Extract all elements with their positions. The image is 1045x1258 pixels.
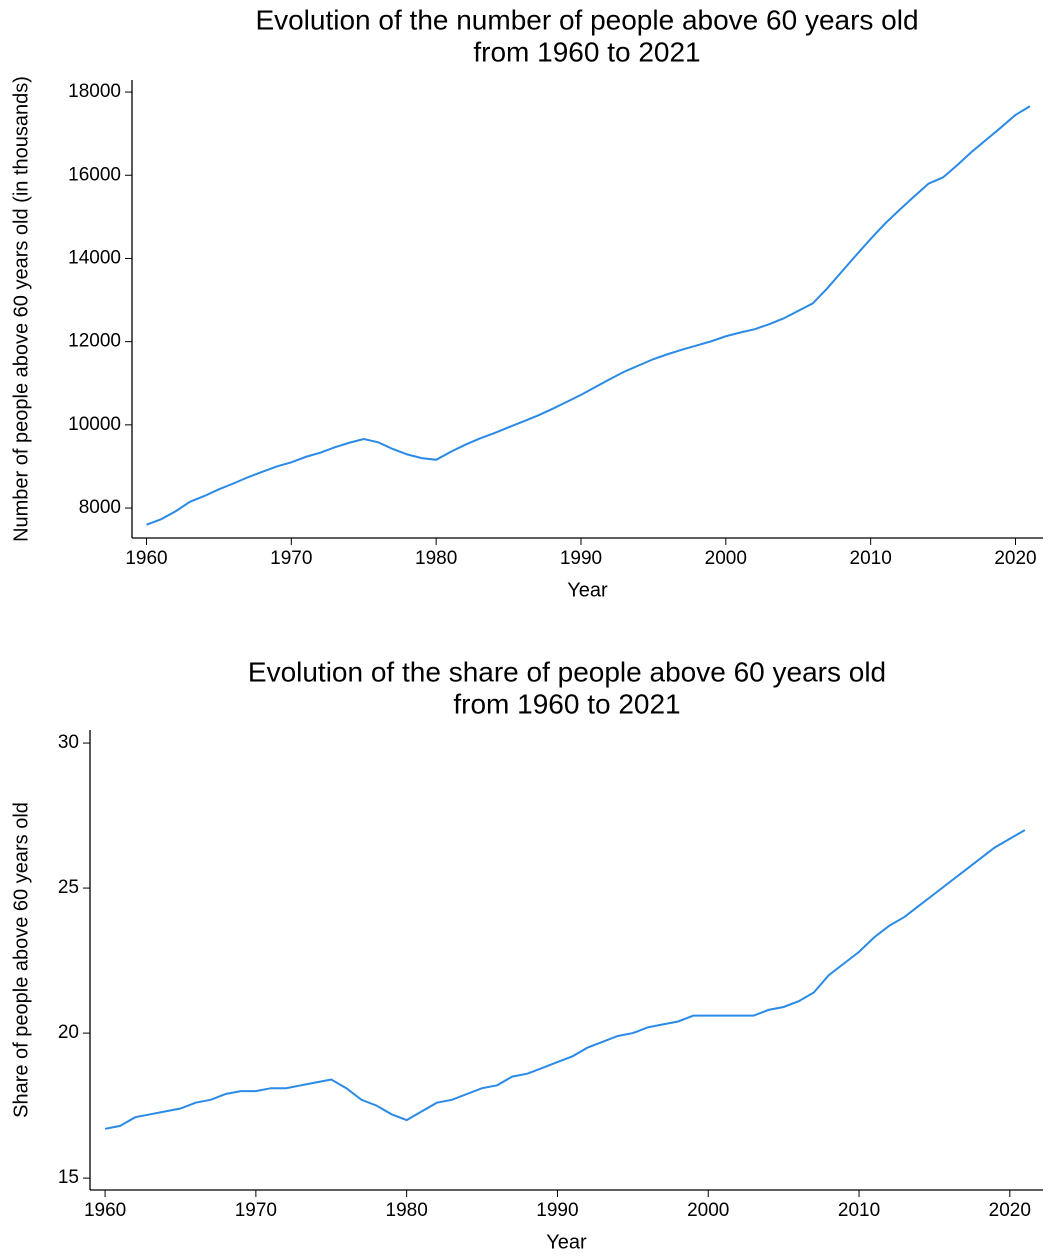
x-tick-label: 2010 — [838, 1200, 880, 1221]
x-tick-label: 1970 — [235, 1200, 277, 1221]
y-tick-label: 8000 — [79, 497, 121, 518]
chart-title: from 1960 to 2021 — [453, 688, 680, 719]
y-tick-label: 16000 — [68, 164, 121, 185]
x-tick-label: 2000 — [705, 548, 747, 569]
y-tick-label: 18000 — [68, 81, 121, 102]
data-line — [146, 105, 1031, 526]
x-tick-label: 1960 — [125, 548, 167, 569]
y-tick-label: 12000 — [68, 331, 121, 352]
x-tick-label: 2020 — [994, 548, 1036, 569]
x-tick-label: 1970 — [270, 548, 312, 569]
x-axis-label: Year — [546, 1231, 587, 1253]
x-tick-label: 1960 — [84, 1200, 126, 1221]
x-tick-label: 1980 — [386, 1200, 428, 1221]
x-tick-label: 1980 — [415, 548, 457, 569]
y-axis-label: Number of people above 60 years old (in … — [10, 76, 32, 542]
x-tick-label: 1990 — [536, 1200, 578, 1221]
y-tick-label: 30 — [58, 732, 79, 753]
y-tick-label: 25 — [58, 877, 79, 898]
chart-title: Evolution of the number of people above … — [255, 4, 918, 35]
y-tick-label: 10000 — [68, 414, 121, 435]
data-line — [104, 829, 1026, 1130]
x-tick-label: 2000 — [687, 1200, 729, 1221]
x-tick-label: 2020 — [989, 1200, 1031, 1221]
x-tick-label: 2010 — [850, 548, 892, 569]
chart-title: from 1960 to 2021 — [473, 36, 700, 67]
y-axis-label: Share of people above 60 years old — [10, 802, 32, 1118]
chart-title: Evolution of the share of people above 6… — [248, 656, 886, 687]
y-tick-label: 20 — [58, 1022, 79, 1043]
y-tick-label: 14000 — [68, 247, 121, 268]
y-tick-label: 15 — [58, 1167, 79, 1188]
x-axis-label: Year — [567, 579, 608, 601]
x-tick-label: 1990 — [560, 548, 602, 569]
